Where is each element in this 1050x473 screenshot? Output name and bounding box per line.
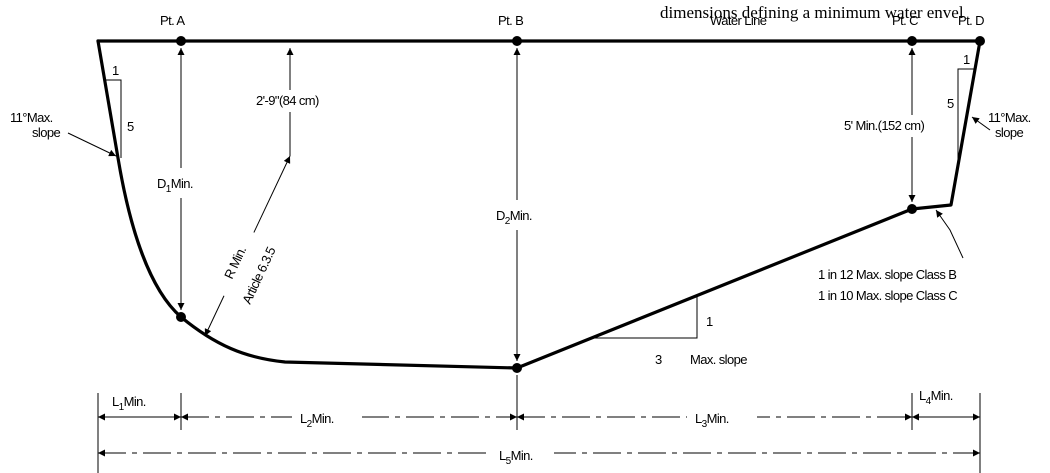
right-slope-angle: 11°Max. <box>988 110 1031 125</box>
point-b-top-marker <box>512 36 522 46</box>
point-a-top-marker <box>176 36 186 46</box>
point-c-bottom-marker <box>907 204 917 214</box>
point-a-bottom-marker <box>176 312 186 322</box>
left-slope-word: slope <box>32 125 60 140</box>
point-c-label: Pt. C <box>892 13 918 28</box>
point-b-label: Pt. B <box>498 13 523 28</box>
point-c-top-marker <box>907 36 917 46</box>
point-a-label: Pt. A <box>160 13 185 28</box>
depth-152cm-label: 5' Min.(152 cm) <box>844 118 924 133</box>
floor-slope-rise: 1 <box>706 314 713 329</box>
point-d-top-marker <box>975 36 985 46</box>
l1-label: L1Min. <box>112 394 146 413</box>
class-slope-leader <box>936 210 963 258</box>
l4-label: L4Min. <box>919 388 953 407</box>
water-line-label: Water Line <box>710 13 767 28</box>
point-b-bottom-marker <box>512 363 522 373</box>
left-slope-angle: 11°Max. <box>10 110 53 125</box>
point-d-label: Pt. D <box>958 13 984 28</box>
left-slope-rise: 1 <box>112 63 119 78</box>
floor-slope-run: 3 <box>655 352 662 367</box>
right-slope-run: 5 <box>947 96 954 111</box>
right-slope-rise: 1 <box>963 52 970 67</box>
left-slope-leader <box>68 133 116 156</box>
caption-text: dimensions defining a minimum water enve… <box>660 3 964 22</box>
depth-84cm-label: 2'-9"(84 cm) <box>256 93 319 108</box>
class-c-slope-label: 1 in 10 Max. slope Class C <box>818 288 957 303</box>
right-slope-word: slope <box>995 125 1023 140</box>
floor-slope-label: Max. slope <box>690 352 747 367</box>
left-slope-run: 5 <box>127 119 134 134</box>
class-b-slope-label: 1 in 12 Max. slope Class B <box>818 267 956 282</box>
